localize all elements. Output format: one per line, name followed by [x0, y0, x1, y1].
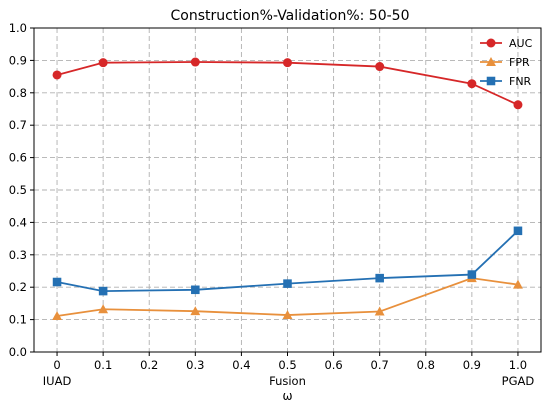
y-tick-label: 0.7 [9, 118, 27, 132]
legend-item-auc: AUC [480, 37, 533, 50]
y-tick-label: 0.3 [9, 248, 27, 262]
y-tick-label: 0.4 [9, 215, 27, 229]
x-axis-label: ω [282, 389, 292, 403]
series-auc [52, 57, 523, 110]
chart-title: Construction%-Validation%: 50-50 [171, 8, 410, 24]
x-annotation: IUAD [43, 374, 72, 388]
y-tick-label: 0.6 [9, 151, 27, 165]
y-tick-label: 1.0 [9, 21, 27, 35]
marker-triangle [282, 310, 293, 320]
y-tick-label: 0.8 [9, 86, 27, 100]
marker-circle [467, 79, 477, 89]
marker-triangle [52, 311, 62, 320]
legend-label: FNR [509, 75, 532, 88]
y-tick-label: 0.1 [9, 313, 27, 327]
marker-square [486, 76, 496, 86]
marker-square [467, 270, 477, 279]
y-tick-label: 0.5 [9, 183, 27, 197]
marker-triangle [374, 306, 385, 316]
x-annotation: Fusion [269, 374, 306, 388]
marker-square [98, 286, 108, 296]
marker-circle [98, 58, 108, 68]
x-tick-label: 0.8 [417, 358, 435, 372]
marker-triangle [486, 57, 496, 66]
marker-circle [513, 100, 523, 110]
y-tick-label: 0.9 [9, 53, 27, 67]
marker-square [52, 277, 62, 287]
marker-square [375, 273, 384, 283]
x-tick-label: 0.2 [140, 358, 158, 372]
marker-circle [486, 38, 496, 48]
marker-square [191, 285, 200, 295]
marker-square [283, 279, 292, 288]
marker-triangle [98, 304, 109, 314]
series-layer [52, 57, 523, 320]
legend-label: AUC [509, 37, 533, 50]
marker-triangle [190, 306, 201, 316]
x-tick-label: 0.6 [324, 358, 342, 372]
marker-circle [283, 58, 292, 68]
y-tick-label: 0.0 [9, 345, 27, 359]
legend-item-fpr: FPR [480, 56, 530, 69]
x-tick-label: 0.9 [463, 358, 481, 372]
marker-circle [190, 57, 200, 67]
series-fnr [52, 226, 523, 296]
y-tick-label: 0.2 [9, 280, 27, 294]
x-tick-label: 0.3 [186, 358, 204, 372]
x-tick-label: 0.5 [278, 358, 296, 372]
grid [34, 27, 541, 353]
marker-circle [375, 62, 385, 72]
legend-item-fnr: FNR [480, 75, 532, 88]
marker-square [513, 226, 523, 236]
marker-triangle [513, 279, 523, 289]
x-tick-label: 0.4 [232, 358, 250, 372]
legend-label: FPR [509, 56, 530, 69]
marker-circle [52, 70, 62, 80]
ticks: 0 0.1 0.2 0.3 0.4 0.5 0.6 0.7 0.8 0.9 1.0 0.0 0.1 0.2… [9, 21, 535, 388]
x-annotation: PGAD [502, 374, 535, 388]
x-tick-label: 0 [53, 358, 60, 372]
x-tick-label: 0.7 [371, 358, 389, 372]
x-tick-label: 0.1 [94, 358, 112, 372]
x-tick-label: 1.0 [509, 358, 527, 372]
legend: AUC FPR FNR [480, 37, 533, 88]
